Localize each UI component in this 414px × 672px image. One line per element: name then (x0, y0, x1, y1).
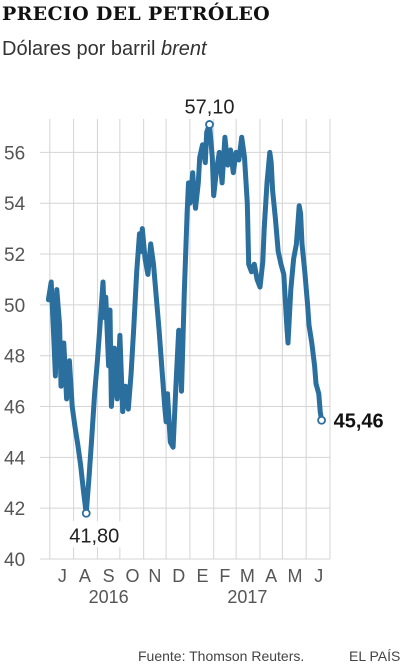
y-tick-label: 50 (4, 296, 25, 317)
x-tick-label: O (125, 566, 139, 586)
x-tick-label: A (265, 566, 277, 586)
annotations-group: 57,10 41,80 45,46 (66, 96, 384, 548)
y-tick-label: 48 (4, 347, 25, 368)
y-tick-label: 44 (4, 448, 26, 469)
x-tick-label: D (172, 566, 185, 586)
y-tick-label: 42 (4, 499, 25, 520)
x-tick-label: E (197, 566, 209, 586)
x-tick-label: F (219, 566, 230, 586)
x-tick-label: N (148, 566, 161, 586)
min-label: 41,80 (69, 525, 119, 547)
max-label: 57,10 (184, 96, 234, 118)
x-tick-label: J (314, 566, 323, 586)
footer-brand: EL PAÍS (349, 648, 401, 664)
x-tick-label: A (79, 566, 91, 586)
x-year-label: 2016 (89, 587, 129, 607)
chart-subtitle: Dólares por barril brent (2, 38, 207, 61)
x-tick-label: S (103, 566, 115, 586)
subtitle-italic: brent (160, 38, 207, 60)
y-tick-label: 46 (4, 398, 25, 419)
x-tick-label: M (240, 566, 255, 586)
last-marker (317, 415, 326, 425)
x-year-label: 2017 (227, 587, 267, 607)
min-marker (81, 508, 91, 518)
y-tick-label: 56 (4, 143, 25, 164)
y-tick-label: 40 (4, 550, 25, 571)
x-tick-label: M (287, 566, 302, 586)
y-axis: 40 42 44 46 48 50 52 54 56 (4, 143, 26, 571)
last-label: 45,46 (334, 410, 384, 432)
x-tick-label: J (58, 566, 67, 586)
price-line (45, 122, 325, 516)
chart-title: PRECIO DEL PETRÓLEO (2, 3, 271, 25)
footer-source: Fuente: Thomson Reuters. (138, 648, 305, 664)
y-tick-label: 54 (4, 194, 26, 215)
max-marker (205, 120, 214, 129)
y-tick-label: 52 (4, 245, 25, 266)
min-label-bg (66, 521, 129, 548)
subtitle-text: Dólares por barril (2, 38, 161, 60)
series-group (45, 122, 325, 516)
